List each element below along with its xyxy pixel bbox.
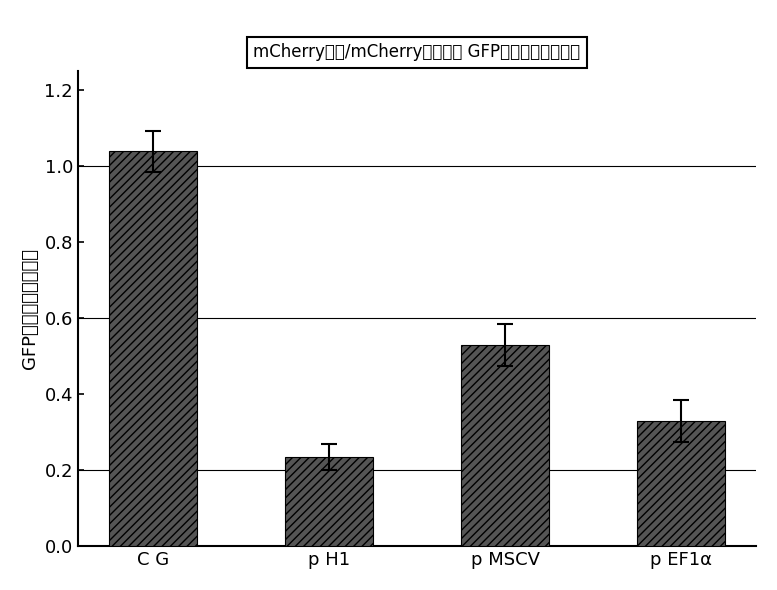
Bar [461,345,549,546]
Text: mCherry阳性/mCherry阴性细胞 GFP平均荧光强度比例: mCherry阳性/mCherry阴性细胞 GFP平均荧光强度比例 [253,43,580,61]
Bar [637,421,726,546]
Bar [109,152,197,546]
Bar [285,457,373,546]
Y-axis label: GFP平均荧光强度比例: GFP平均荧光强度比例 [21,248,39,369]
